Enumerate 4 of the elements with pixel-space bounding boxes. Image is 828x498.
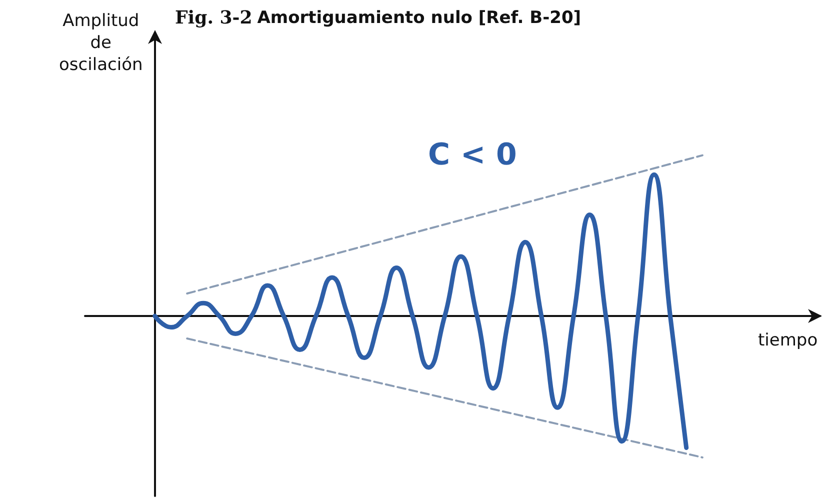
annotation: C < 0 [428,138,517,172]
chart-title: Fig. 3-2 Amortiguamiento nulo [Ref. B-20] [175,8,582,28]
x-axis-title: tiempo [758,330,818,350]
y-axis-title: Amplitud de oscilación [59,11,143,75]
